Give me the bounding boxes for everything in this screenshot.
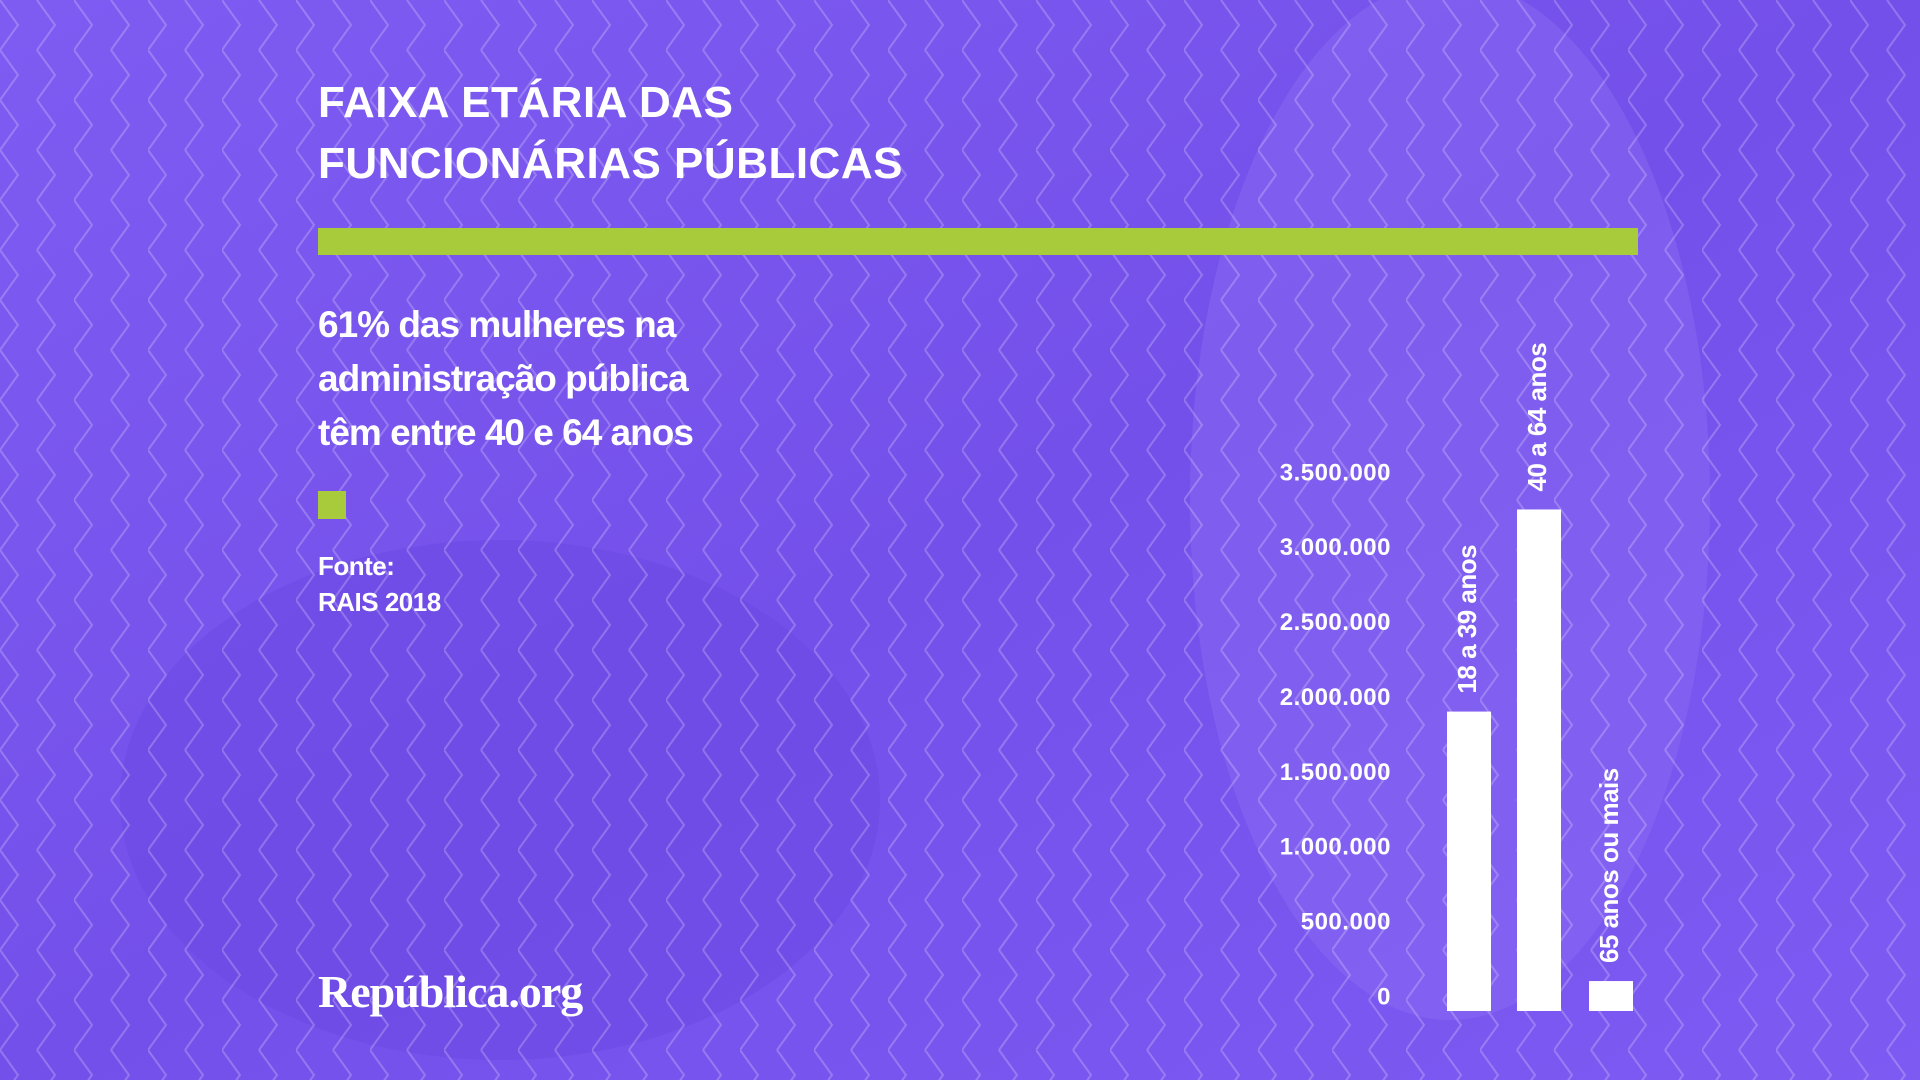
accent-square bbox=[318, 491, 346, 519]
category-label: 65 anos ou mais bbox=[1594, 768, 1624, 963]
y-tick-label: 1.000.000 bbox=[1280, 834, 1391, 861]
subtitle: 61% das mulheres na administração públic… bbox=[318, 304, 694, 453]
y-tick-label: 2.500.000 bbox=[1280, 609, 1391, 636]
source: RAIS 2018 bbox=[318, 587, 441, 617]
y-tick-label: 0 bbox=[1377, 983, 1391, 1010]
y-tick-label: 3.500.000 bbox=[1280, 459, 1391, 486]
category-label: 40 a 64 anos bbox=[1522, 343, 1552, 492]
bar bbox=[1589, 981, 1633, 1011]
y-tick-label: 500.000 bbox=[1301, 908, 1391, 935]
bar bbox=[1447, 711, 1491, 1011]
logo: República.org bbox=[318, 966, 583, 1017]
y-tick-label: 1.500.000 bbox=[1280, 759, 1391, 786]
title: FAIXA ETÁRIA DAS FUNCIONÁRIAS PÚBLICAS bbox=[318, 78, 903, 188]
accent-bar bbox=[318, 228, 1638, 255]
y-tick-label: 2.000.000 bbox=[1280, 684, 1391, 711]
bar bbox=[1517, 509, 1561, 1011]
y-tick-label: 3.000.000 bbox=[1280, 534, 1391, 561]
source-label: Fonte: bbox=[318, 551, 395, 581]
category-label: 18 a 39 anos bbox=[1452, 545, 1482, 694]
